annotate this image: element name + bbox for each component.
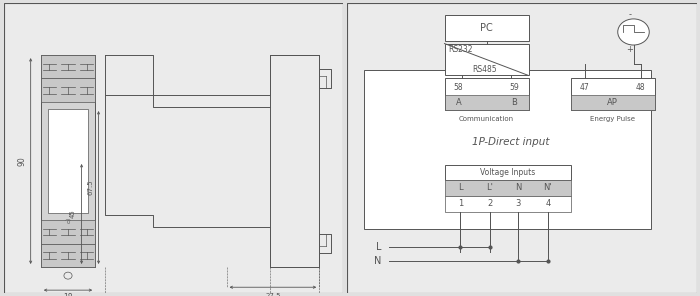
Text: +: + <box>626 45 634 54</box>
Text: N: N <box>374 256 382 266</box>
Bar <box>570 95 655 110</box>
Bar <box>444 95 528 110</box>
Bar <box>444 78 528 110</box>
Text: B: B <box>512 98 517 107</box>
Text: 48: 48 <box>636 83 645 91</box>
Bar <box>444 180 570 196</box>
Text: AP: AP <box>607 98 618 107</box>
Text: 0: 0 <box>66 220 69 225</box>
Text: 18: 18 <box>63 293 73 296</box>
Text: 2: 2 <box>487 199 493 208</box>
Bar <box>41 55 95 78</box>
Text: 59: 59 <box>510 83 519 91</box>
Text: 3: 3 <box>515 199 521 208</box>
Text: 45: 45 <box>70 210 76 218</box>
Text: L: L <box>458 184 463 192</box>
Bar <box>444 196 570 212</box>
Bar <box>41 78 95 102</box>
Text: A: A <box>456 98 461 107</box>
Circle shape <box>64 272 72 279</box>
Text: Energy Pulse: Energy Pulse <box>590 116 635 122</box>
Text: 90: 90 <box>18 156 27 166</box>
Text: Communication: Communication <box>459 116 514 122</box>
Bar <box>570 78 655 110</box>
Text: PC: PC <box>480 22 493 33</box>
Bar <box>444 15 528 41</box>
Bar <box>270 55 319 267</box>
Bar <box>444 165 570 180</box>
Bar <box>48 109 88 213</box>
Text: -: - <box>629 10 631 19</box>
Text: 4: 4 <box>545 199 550 208</box>
Text: L': L' <box>486 184 493 192</box>
Text: 67.5: 67.5 <box>87 180 93 195</box>
Text: N': N' <box>543 184 552 192</box>
Text: 1P-Direct input: 1P-Direct input <box>473 137 550 147</box>
Bar <box>41 244 95 267</box>
Text: 1: 1 <box>458 199 463 208</box>
Bar <box>364 70 651 229</box>
Text: 47: 47 <box>580 83 589 91</box>
Text: Voltage Inputs: Voltage Inputs <box>480 168 535 177</box>
Text: RS232: RS232 <box>448 45 472 54</box>
Bar <box>41 220 95 244</box>
Text: 27.5: 27.5 <box>265 293 281 296</box>
Text: 58: 58 <box>454 83 463 91</box>
Circle shape <box>65 219 71 225</box>
Text: L: L <box>376 242 382 252</box>
Bar <box>444 44 528 75</box>
Circle shape <box>617 19 650 45</box>
Text: 35mm DIN-Rail: 35mm DIN-Rail <box>364 137 370 185</box>
Text: RS485: RS485 <box>473 65 497 74</box>
Text: N: N <box>514 184 522 192</box>
Text: 96: 96 <box>352 157 358 165</box>
Bar <box>41 55 95 267</box>
